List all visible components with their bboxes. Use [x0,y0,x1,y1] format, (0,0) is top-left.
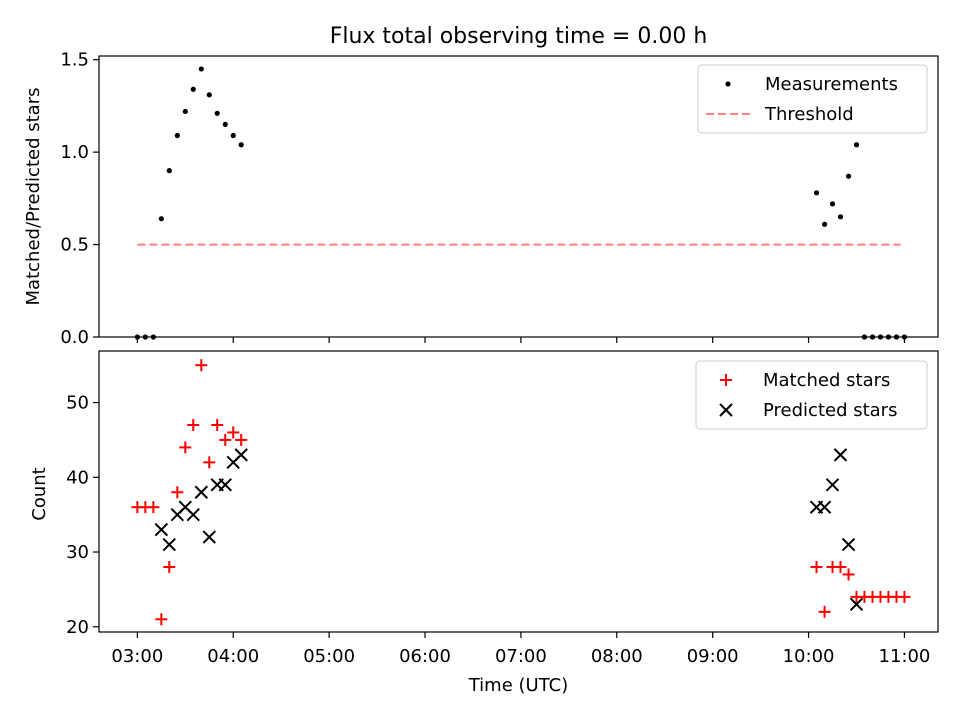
count-y-axis-label: Count [29,467,50,520]
matched-star-marker [155,613,168,626]
predicted-star-marker [833,448,848,462]
x-tick-label: 11:00 [879,646,931,667]
predicted-star-marker [234,448,248,462]
matched-star-marker [818,605,831,618]
ratio-y-tick-label: 0.5 [60,235,89,256]
count-y-tick-label: 40 [66,467,89,488]
legend-measurements-marker [725,81,731,87]
x-tick-label: 04:00 [207,646,259,667]
matched-star-marker [898,590,911,603]
matched-star-marker [171,486,184,499]
matched-star-marker [219,433,232,446]
legend-predicted-label: Predicted stars [763,400,897,421]
count-y-tick-label: 30 [66,542,89,563]
x-tick-label: 10:00 [783,646,835,667]
x-tick-label: 08:00 [591,646,643,667]
measurement-point [166,168,172,174]
predicted-star-marker [218,478,232,492]
count-y-tick-label: 50 [66,393,89,414]
ratio-y-ticks: 0.0 0.5 1.0 1.5 [60,50,99,348]
legend-predicted-marker [719,403,733,417]
predicted-star-marker [202,530,216,544]
measurement-point [174,132,180,139]
legend-threshold-label: Threshold [764,104,854,125]
count-legend: Matched stars Predicted stars [695,360,928,430]
x-tick-label: 07:00 [495,646,547,667]
ratio-y-tick-label: 1.0 [60,142,89,163]
predicted-star-marker [841,537,856,552]
measurement-point [877,334,884,340]
measurement-point [222,121,228,128]
ratio-y-tick-label: 0.0 [60,327,89,348]
measurement-point [861,334,868,340]
matched-star-marker [163,560,176,573]
legend-measurements-label: Measurements [765,74,898,95]
measurement-point [238,142,244,148]
matched-star-marker [187,418,200,431]
count-legend-box [695,360,928,430]
predicted-star-marker [186,507,200,522]
ratio-y-axis-label: Matched/Predicted stars [23,88,44,306]
measurement-point [853,142,860,148]
measurement-point [230,132,236,139]
legend-matched-label: Matched stars [763,370,890,391]
predicted-star-marker [154,522,169,537]
x-tick-label: 06:00 [399,646,451,667]
ratio-legend: Measurements Threshold [697,64,928,134]
ratio-legend-box [697,64,928,134]
measurement-point [869,334,876,340]
matched-star-marker [211,418,224,431]
predicted-star-marker [825,478,840,492]
measurement-point [885,334,892,340]
matched-star-marker [179,441,192,454]
measurement-point [845,173,852,179]
matched-star-marker [195,359,208,372]
matched-star-marker [227,426,240,439]
x-tick-label: 09:00 [687,646,739,667]
measurement-point [829,201,836,207]
matched-star-marker [147,501,160,514]
legend-matched-marker [720,374,732,386]
measurement-point [206,92,212,98]
measurement-point [214,110,220,116]
matched-stars-points [131,359,911,626]
predicted-star-marker [849,597,864,612]
measurement-point [190,86,196,92]
measurement-point [813,190,820,196]
measurement-point [182,108,188,115]
measurement-point [893,334,900,340]
x-tick-label: 05:00 [303,646,355,667]
matched-star-marker [834,560,847,573]
x-tick-label: 03:00 [111,646,163,667]
x-axis-label: Time (UTC) [468,675,569,696]
count-y-ticks: 20 30 40 50 [66,393,99,638]
measurement-point [837,214,844,220]
matched-star-marker [810,560,823,573]
matched-star-marker [842,568,855,581]
ratio-y-tick-label: 1.5 [60,50,89,71]
count-y-tick-label: 20 [66,617,89,638]
measurement-point [142,334,148,340]
matched-star-marker [235,433,248,446]
measurement-points [134,66,908,340]
matched-star-marker [203,456,216,469]
figure-title: Flux total observing time = 0.00 h [330,24,708,49]
ratio-axes: 0.0 0.5 1.0 1.5 Matched/Predicted stars Mea… [23,50,939,348]
measurement-point [198,66,204,72]
measurement-point [821,221,828,227]
predicted-star-marker [194,485,209,499]
count-x-ticks: 03:00 04:00 05:00 06:00 07:00 08:00 09:00 10:00… [111,632,930,667]
measurement-point [150,334,156,340]
ratio-x-ticks [136,337,906,343]
predicted-stars-points [154,448,864,612]
predicted-star-marker [817,500,832,514]
measurement-point [158,216,164,222]
predicted-star-marker [162,537,176,552]
